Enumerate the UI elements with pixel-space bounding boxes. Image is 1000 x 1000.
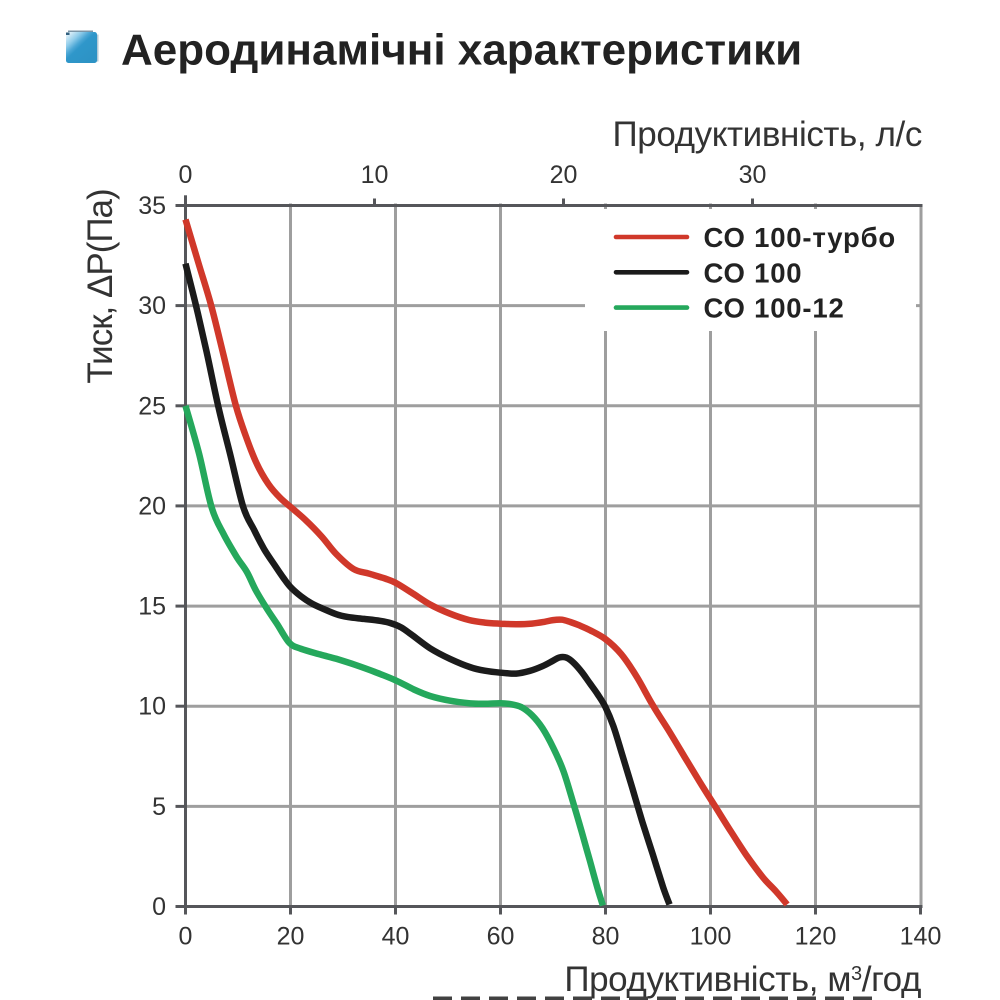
svg-text:120: 120: [795, 923, 837, 951]
svg-text:Продуктивність, м3/год: Продуктивність, м3/год: [564, 960, 921, 999]
svg-text:20: 20: [138, 492, 166, 520]
svg-text:0: 0: [152, 893, 166, 921]
svg-text:0: 0: [179, 161, 193, 189]
svg-text:10: 10: [138, 693, 166, 721]
svg-text:30: 30: [739, 161, 767, 189]
svg-text:30: 30: [138, 292, 166, 320]
svg-text:80: 80: [592, 923, 620, 951]
svg-text:Тиск, ΔР(Па): Тиск, ΔР(Па): [81, 189, 120, 383]
svg-text:15: 15: [138, 593, 166, 621]
svg-text:20: 20: [550, 161, 578, 189]
svg-text:СО 100: СО 100: [704, 257, 803, 288]
svg-text:Продуктивність, л/с: Продуктивність, л/с: [613, 115, 923, 154]
svg-text:60: 60: [487, 923, 515, 951]
svg-text:40: 40: [382, 923, 410, 951]
svg-text:35: 35: [138, 192, 166, 220]
svg-text:СО 100-турбо: СО 100-турбо: [704, 222, 897, 253]
svg-text:5: 5: [152, 793, 166, 821]
svg-text:20: 20: [277, 923, 305, 951]
svg-text:Аеродинамічні характеристики: Аеродинамічні характеристики: [121, 26, 802, 75]
svg-text:140: 140: [900, 923, 942, 951]
svg-text:100: 100: [690, 923, 732, 951]
svg-text:25: 25: [138, 392, 166, 420]
svg-text:10: 10: [361, 161, 389, 189]
svg-text:0: 0: [179, 923, 193, 951]
svg-text:СО 100-12: СО 100-12: [704, 293, 845, 324]
